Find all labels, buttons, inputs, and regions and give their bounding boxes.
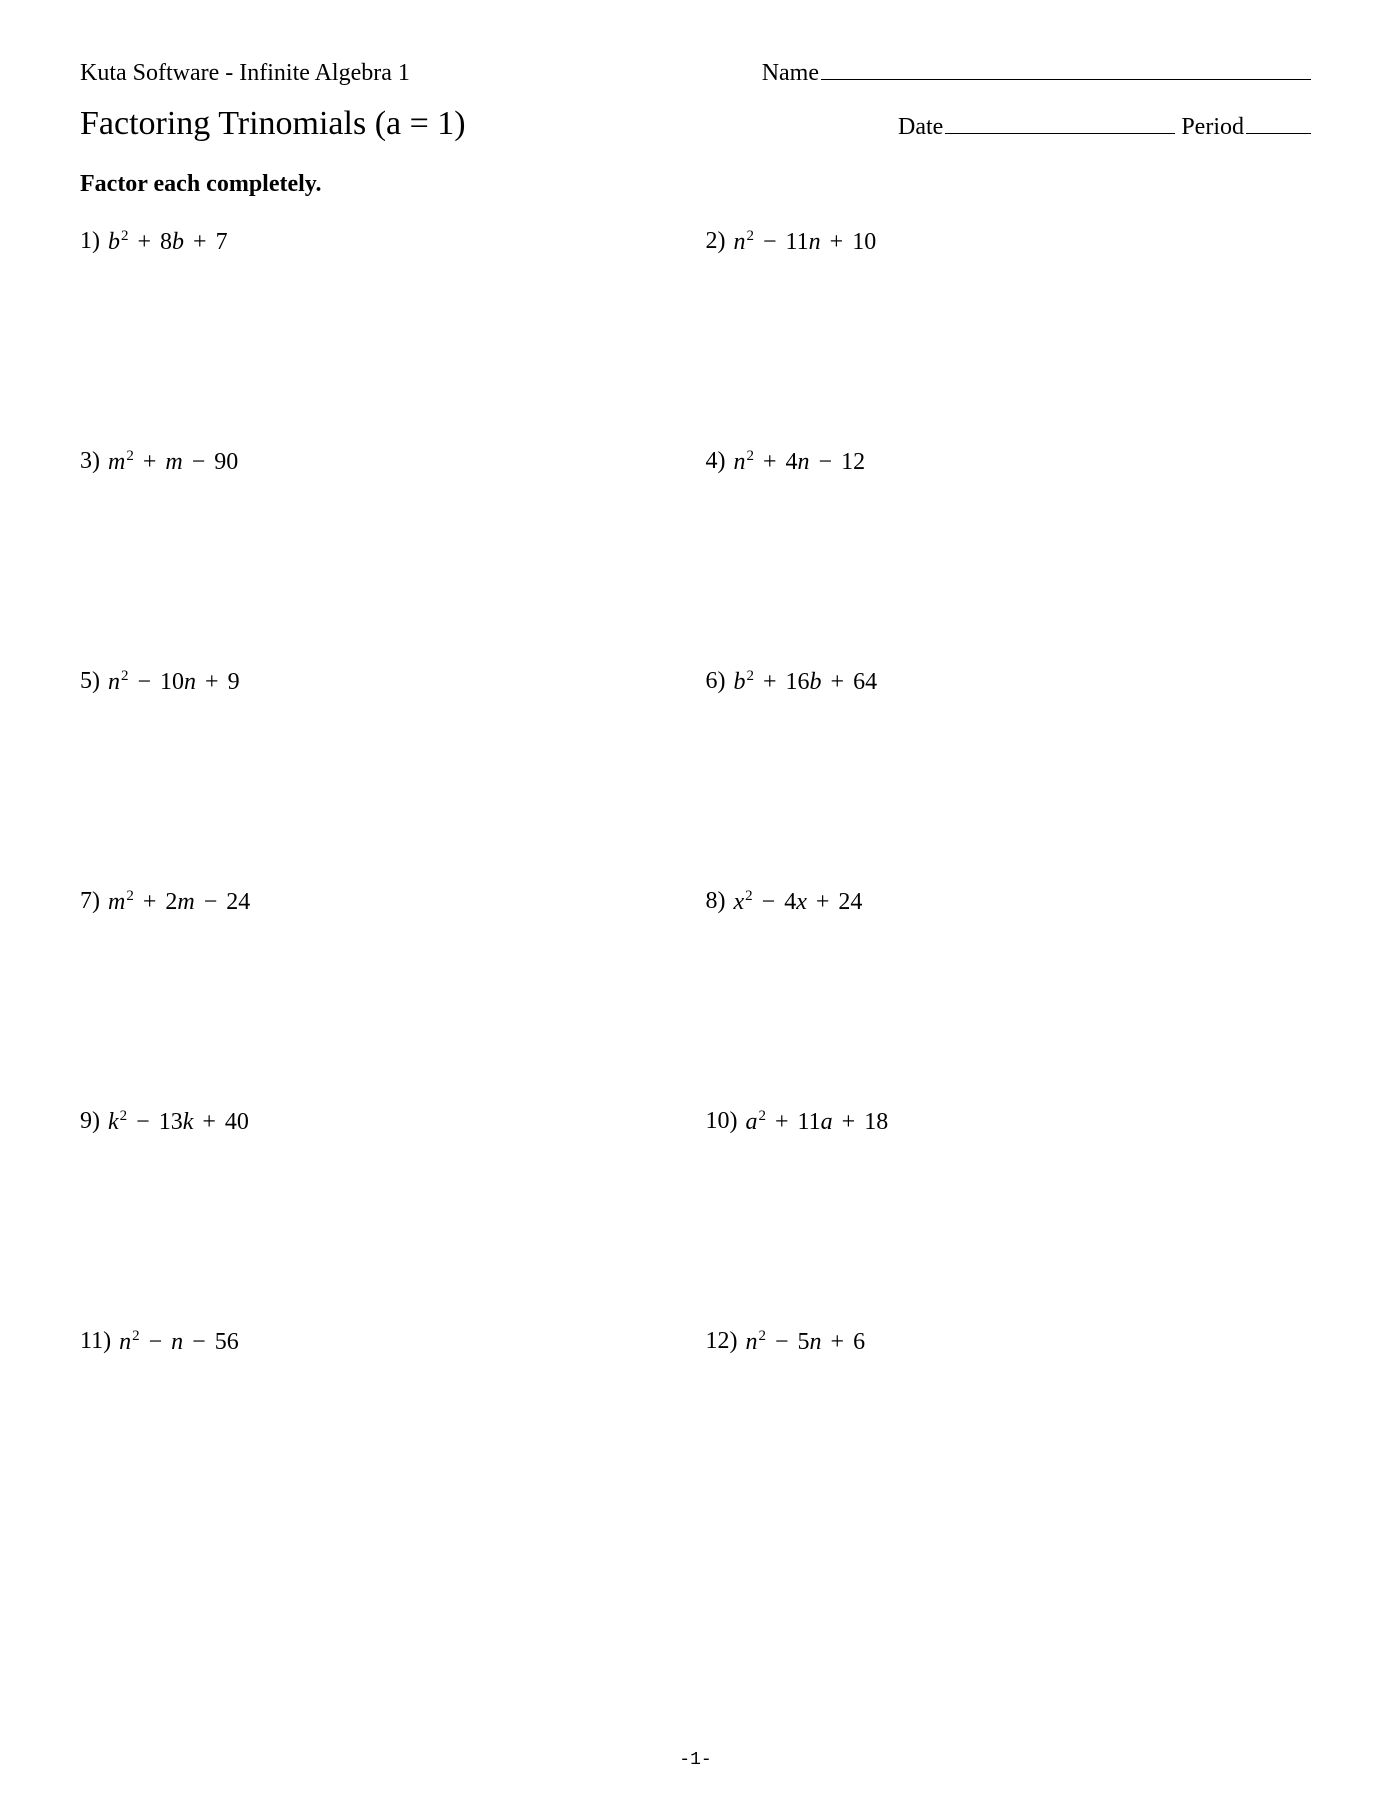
name-label: Name bbox=[762, 60, 819, 86]
name-blank[interactable] bbox=[821, 79, 1311, 80]
problem-8: 8) x2 − 4x + 24 bbox=[706, 888, 1312, 1108]
period-label: Period bbox=[1181, 114, 1244, 140]
software-name: Kuta Software - Infinite Algebra 1 bbox=[80, 60, 410, 87]
problem-number: 10) bbox=[706, 1108, 738, 1135]
date-blank[interactable] bbox=[945, 133, 1175, 134]
problem-number: 6) bbox=[706, 668, 726, 695]
problem-3: 3) m2 + m − 90 bbox=[80, 448, 686, 668]
problem-2: 2) n2 − 11n + 10 bbox=[706, 228, 1312, 448]
header-row: Kuta Software - Infinite Algebra 1 Name bbox=[80, 60, 1311, 87]
problem-expression: x2 − 4x + 24 bbox=[734, 888, 863, 916]
period-blank[interactable] bbox=[1246, 133, 1311, 134]
problem-number: 8) bbox=[706, 888, 726, 915]
problem-expression: m2 + m − 90 bbox=[108, 448, 238, 476]
title-row: Factoring Trinomials (a = 1) Date Period bbox=[80, 105, 1311, 143]
problem-number: 5) bbox=[80, 668, 100, 695]
problem-expression: n2 − 10n + 9 bbox=[108, 668, 240, 696]
problem-expression: n2 + 4n − 12 bbox=[734, 448, 866, 476]
problem-expression: a2 + 11a + 18 bbox=[746, 1108, 889, 1136]
problem-7: 7) m2 + 2m − 24 bbox=[80, 888, 686, 1108]
problem-expression: b2 + 16b + 64 bbox=[734, 668, 878, 696]
problem-expression: n2 − 5n + 6 bbox=[746, 1328, 866, 1356]
problem-number: 1) bbox=[80, 228, 100, 255]
page-footer: -1- bbox=[679, 1750, 711, 1770]
problem-expression: n2 − 11n + 10 bbox=[734, 228, 877, 256]
name-field: Name bbox=[762, 60, 1311, 87]
problem-number: 12) bbox=[706, 1328, 738, 1355]
problem-6: 6) b2 + 16b + 64 bbox=[706, 668, 1312, 888]
problem-11: 11) n2 − n − 56 bbox=[80, 1328, 686, 1548]
problem-expression: m2 + 2m − 24 bbox=[108, 888, 250, 916]
instructions: Factor each completely. bbox=[80, 171, 1311, 198]
problem-number: 4) bbox=[706, 448, 726, 475]
problem-9: 9) k2 − 13k + 40 bbox=[80, 1108, 686, 1328]
problem-1: 1) b2 + 8b + 7 bbox=[80, 228, 686, 448]
problem-expression: n2 − n − 56 bbox=[119, 1328, 239, 1356]
date-period-fields: Date Period bbox=[898, 114, 1311, 141]
problem-4: 4) n2 + 4n − 12 bbox=[706, 448, 1312, 668]
problem-number: 2) bbox=[706, 228, 726, 255]
problems-grid: 1) b2 + 8b + 7 2) n2 − 11n + 10 3) m2 + m − 9… bbox=[80, 228, 1311, 1548]
problem-number: 7) bbox=[80, 888, 100, 915]
problem-number: 3) bbox=[80, 448, 100, 475]
problem-5: 5) n2 − 10n + 9 bbox=[80, 668, 686, 888]
problem-12: 12) n2 − 5n + 6 bbox=[706, 1328, 1312, 1548]
problem-10: 10) a2 + 11a + 18 bbox=[706, 1108, 1312, 1328]
date-label: Date bbox=[898, 114, 943, 140]
problem-number: 11) bbox=[80, 1328, 111, 1355]
worksheet-title: Factoring Trinomials (a = 1) bbox=[80, 105, 466, 143]
problem-expression: k2 − 13k + 40 bbox=[108, 1108, 249, 1136]
problem-expression: b2 + 8b + 7 bbox=[108, 228, 228, 256]
problem-number: 9) bbox=[80, 1108, 100, 1135]
